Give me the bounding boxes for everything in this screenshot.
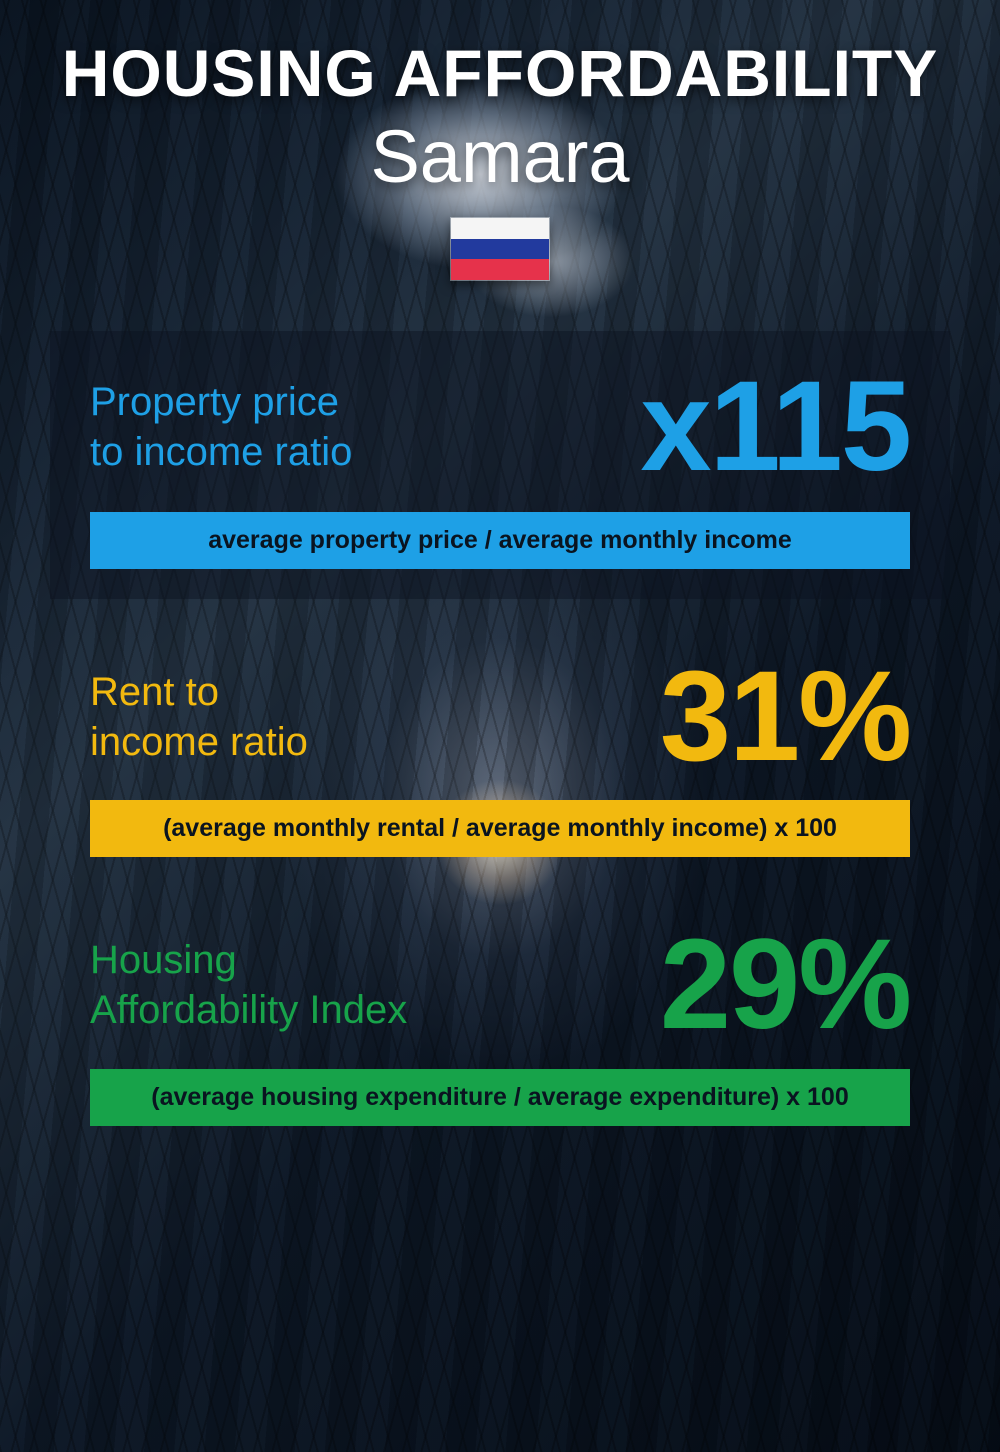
infographic-content: HOUSING AFFORDABILITY Samara Property pr… (0, 0, 1000, 1452)
metric-label-property-price: Property price to income ratio (90, 377, 352, 477)
metric-value-affordability: 29% (660, 927, 910, 1042)
flag-stripe-white (451, 218, 549, 239)
formula-affordability: (average housing expenditure / average e… (90, 1069, 910, 1126)
metric-row: Housing Affordability Index 29% (90, 927, 910, 1042)
main-title: HOUSING AFFORDABILITY (50, 40, 950, 106)
metric-card-property-price: Property price to income ratio x115 aver… (50, 331, 950, 599)
metric-label-rent: Rent to income ratio (90, 667, 308, 767)
flag-stripe-red (451, 259, 549, 280)
metric-row: Rent to income ratio 31% (90, 659, 910, 774)
metric-value-rent: 31% (660, 659, 910, 774)
city-subtitle: Samara (50, 114, 950, 199)
metric-row: Property price to income ratio x115 (90, 369, 910, 484)
formula-property-price: average property price / average monthly… (90, 512, 910, 569)
metric-section-affordability: Housing Affordability Index 29% (average… (50, 927, 950, 1125)
formula-rent: (average monthly rental / average monthl… (90, 800, 910, 857)
header: HOUSING AFFORDABILITY Samara (50, 40, 950, 281)
metric-section-rent: Rent to income ratio 31% (average monthl… (50, 659, 950, 857)
russia-flag-icon (450, 217, 550, 281)
metric-label-affordability: Housing Affordability Index (90, 935, 407, 1035)
metric-value-property-price: x115 (640, 369, 910, 484)
flag-stripe-blue (451, 239, 549, 260)
